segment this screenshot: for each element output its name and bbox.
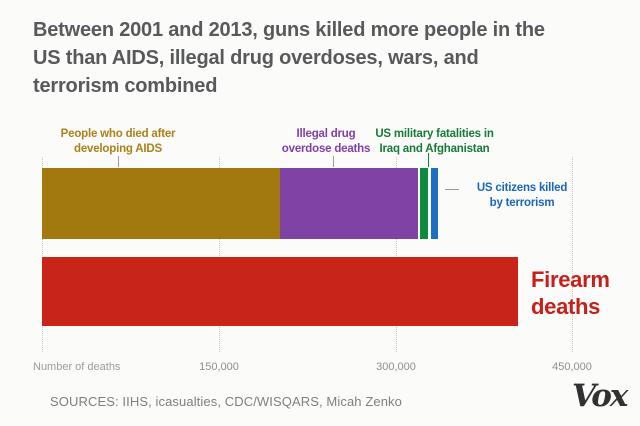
gridline-450k <box>572 157 573 352</box>
label-firearm-line1: Firearm <box>531 267 610 292</box>
label-firearm-deaths: Firearm deaths <box>531 266 610 320</box>
bar-segment-people-who-died-after-developing-aids <box>42 168 280 239</box>
bar-segment-us-citizens-killed-by-terrorism <box>430 168 438 239</box>
label-drugs-line1: Illegal drug <box>296 128 356 140</box>
label-drug-overdose-deaths: Illegal drug overdose deaths <box>236 127 416 157</box>
label-military-line2: Iraq and Afghanistan <box>379 143 490 155</box>
label-military-fatalities: US military fatalities in Iraq and Afgha… <box>352 127 517 157</box>
x-tick-150k: 150,000 <box>199 361 239 373</box>
leader-line-drugs <box>333 156 334 167</box>
x-tick-300k: 300,000 <box>376 361 416 373</box>
bar-segment-us-military-fatalities-in-iraq-and-afghanistan <box>420 168 429 239</box>
label-drugs-line2: overdose deaths <box>281 143 371 155</box>
label-terrorism-deaths: US citizens killed by terrorism <box>458 181 586 211</box>
leader-line-military <box>428 153 429 167</box>
stacked-bar-other-causes <box>42 168 438 239</box>
chart-title: Between 2001 and 2013, guns killed more … <box>33 16 623 100</box>
chart-title-line: Between 2001 and 2013, guns killed more … <box>33 19 545 41</box>
leader-line-aids <box>118 156 119 167</box>
vox-logo: Vox <box>572 378 628 414</box>
gridline-0 <box>42 157 43 352</box>
label-military-line1: US military fatalities in <box>375 128 494 140</box>
label-aids-line1: People who died after <box>60 128 176 140</box>
label-terror-line1: US citizens killed <box>476 182 568 194</box>
x-tick-450k: 450,000 <box>552 361 592 373</box>
gridline-150k <box>219 157 220 352</box>
label-aids-line2: developing AIDS <box>74 143 162 155</box>
leader-line-terrorism <box>445 189 459 190</box>
label-aids-deaths: People who died after developing AIDS <box>28 127 208 157</box>
x-axis-title: Number of deaths <box>33 361 121 373</box>
label-terror-line2: by terrorism <box>489 197 555 209</box>
label-firearm-line2: deaths <box>531 294 601 319</box>
bar-firearm-deaths <box>42 257 518 326</box>
chart-title-line: terrorism combined <box>33 75 218 97</box>
bar-segment-firearm-deaths <box>42 257 518 326</box>
chart-title-line: US than AIDS, illegal drug overdoses, wa… <box>33 47 479 69</box>
gridline-300k <box>396 157 397 352</box>
bar-segment-illegal-drug-overdose-deaths <box>280 168 418 239</box>
sources-credit: SOURCES: IIHS, icasualties, CDC/WISQARS,… <box>50 394 402 409</box>
